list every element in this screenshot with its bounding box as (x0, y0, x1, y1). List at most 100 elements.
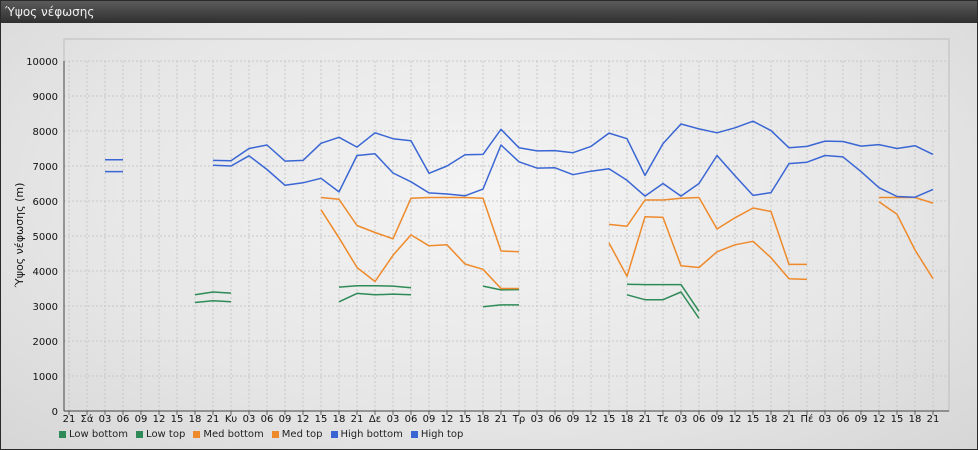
x-tick-label: 12 (153, 414, 166, 425)
series-line-low-bottom (194, 300, 232, 304)
x-tick-label: 12 (297, 414, 310, 425)
chart-legend: Low bottom Low top Med bottom Med top High b… (59, 427, 463, 441)
legend-item: Low top (136, 427, 185, 441)
window-title: Ύψος νέφωσης (1, 1, 977, 23)
legend-item: Med top (271, 427, 323, 441)
series-line-low-top (626, 283, 700, 312)
x-tick-label: 09 (279, 414, 292, 425)
y-tick-label: 4000 (33, 267, 58, 278)
x-tick-label: 21 (783, 414, 796, 425)
legend-item: Low bottom (59, 427, 128, 441)
x-tick-label: 03 (243, 414, 256, 425)
x-tick-label: 06 (693, 414, 706, 425)
series-line-med-top (608, 196, 807, 266)
y-tick-label: 9000 (33, 92, 58, 103)
x-tick-label: 15 (171, 414, 184, 425)
x-tick-label: 18 (189, 414, 202, 425)
x-tick-label: 12 (873, 414, 886, 425)
x-tick-label: 06 (405, 414, 418, 425)
legend-label: High top (420, 428, 464, 440)
y-tick-label: 6000 (33, 197, 58, 208)
x-tick-label: 15 (459, 414, 472, 425)
x-tick-label: Σά (81, 413, 94, 425)
y-axis-label: Ύψος νέφωσης (m) (13, 183, 26, 289)
series-line-low-bottom (626, 291, 700, 319)
x-tick-label: 09 (711, 414, 724, 425)
x-tick-label: 21 (495, 414, 508, 425)
x-tick-label: 15 (603, 414, 616, 425)
series-line-med-bottom (608, 215, 808, 281)
x-tick-label: 18 (477, 414, 490, 425)
x-tick-label: Κυ (225, 414, 238, 425)
x-tick-label: 21 (351, 414, 364, 425)
series-line-low-top (194, 291, 232, 296)
y-tick-label: 8000 (33, 127, 58, 138)
x-tick-label: 06 (549, 414, 562, 425)
legend-label: Low bottom (69, 428, 129, 440)
legend-item: Med bottom (193, 427, 264, 441)
series-line-low-top (482, 285, 520, 291)
x-tick-label: 09 (855, 414, 868, 425)
y-tick-label: 10000 (26, 57, 58, 68)
series-lines (105, 120, 934, 319)
y-tick-label: 1000 (33, 372, 58, 383)
series-line-med-bottom (320, 209, 519, 290)
x-tick-label: 12 (729, 414, 742, 425)
gridlines (64, 60, 949, 412)
y-tick-label: 2000 (33, 337, 58, 348)
x-tick-label: 09 (423, 414, 436, 425)
y-tick-label: 7000 (33, 162, 58, 173)
x-tick-label: 06 (117, 414, 130, 425)
x-tick-label: 06 (261, 414, 274, 425)
y-tick-label: 5000 (33, 232, 58, 243)
x-tick-label: 03 (675, 414, 688, 425)
y-tick-label: 0 (52, 407, 58, 418)
series-line-high-top (212, 120, 934, 177)
x-tick-label: Τε (656, 414, 669, 425)
x-tick-label: 03 (387, 414, 400, 425)
x-tick-label: 15 (747, 414, 760, 425)
legend-label: Med top (281, 428, 323, 440)
legend-item: High top (410, 427, 464, 441)
x-tick-label: 03 (99, 414, 112, 425)
x-tick-label: 06 (837, 414, 850, 425)
x-tick-label: 03 (531, 414, 544, 425)
legend-label: Low top (146, 428, 186, 440)
series-line-low-bottom (482, 304, 519, 308)
x-tick-label: 21 (639, 414, 652, 425)
axes: 0 1000 2000 3000 4000 5000 6000 7000 8000 9000 100… (26, 57, 949, 425)
series-line-med-top (879, 196, 934, 204)
x-tick-label: 12 (585, 414, 598, 425)
x-tick-label: 18 (765, 414, 778, 425)
series-line-med-top (320, 196, 520, 253)
legend-swatch (59, 430, 66, 438)
legend-swatch (136, 430, 144, 438)
x-tick-label: 18 (333, 414, 346, 425)
x-tick-label: 21 (63, 414, 76, 425)
x-tick-label: 21 (207, 414, 220, 425)
x-tick-label: 03 (819, 414, 832, 425)
series-line-low-bottom (338, 292, 412, 303)
plot-area (63, 38, 950, 412)
x-tick-label: Δε (369, 414, 381, 425)
x-tick-label: 18 (621, 414, 634, 425)
x-tick-label: 15 (315, 414, 328, 425)
x-tick-label: 12 (441, 414, 454, 425)
x-tick-label: 09 (135, 414, 148, 425)
legend-item: High bottom (330, 427, 403, 441)
legend-label: Med bottom (203, 428, 264, 440)
series-line-low-top (338, 284, 412, 289)
x-tick-label: Τρ (512, 414, 525, 425)
legend-swatch (193, 430, 201, 438)
series-line-high-bottom (212, 144, 934, 198)
legend-swatch (330, 430, 338, 438)
x-tick-label: 09 (567, 414, 580, 425)
x-tick-label: 15 (891, 414, 904, 425)
x-tick-label: 21 (927, 414, 940, 425)
y-tick-label: 3000 (33, 302, 58, 313)
legend-label: High bottom (340, 428, 403, 440)
series-line-med-bottom (878, 201, 934, 280)
x-tick-label: Πέ (801, 413, 814, 425)
